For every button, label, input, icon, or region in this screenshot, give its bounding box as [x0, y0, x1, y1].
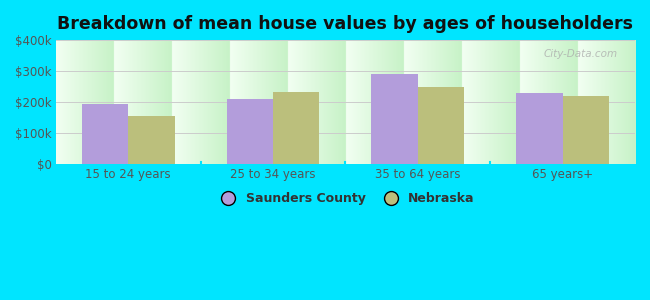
Bar [128, 116, 175, 164]
Bar [371, 74, 418, 164]
Bar [516, 94, 563, 164]
Bar [227, 99, 273, 164]
Bar [418, 87, 464, 164]
Text: City-Data.com: City-Data.com [543, 49, 618, 59]
Bar [82, 104, 128, 164]
Bar [273, 92, 319, 164]
Title: Breakdown of mean house values by ages of householders: Breakdown of mean house values by ages o… [57, 15, 633, 33]
Legend: Saunders County, Nebraska: Saunders County, Nebraska [211, 187, 480, 210]
Bar [563, 96, 609, 164]
